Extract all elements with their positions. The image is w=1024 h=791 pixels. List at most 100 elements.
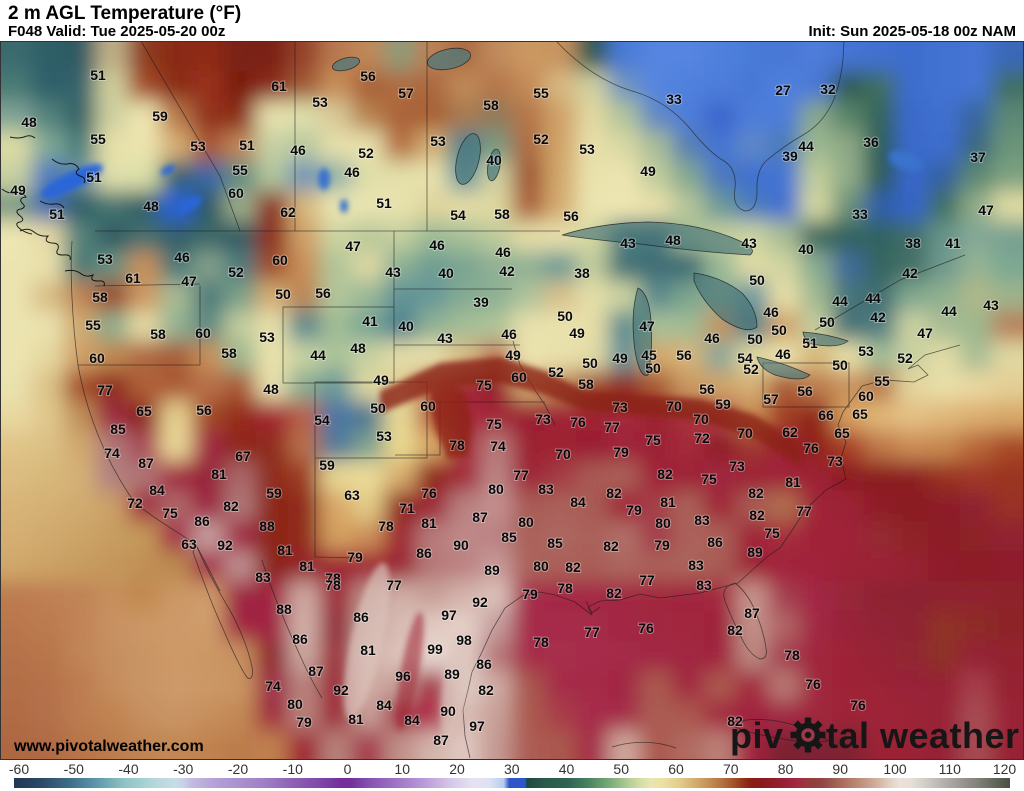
svg-text:52: 52 — [743, 361, 759, 377]
svg-text:47: 47 — [917, 325, 933, 341]
svg-text:60: 60 — [228, 185, 244, 201]
svg-text:72: 72 — [694, 430, 710, 446]
svg-text:50: 50 — [645, 360, 661, 376]
svg-text:76: 76 — [805, 676, 821, 692]
svg-text:44: 44 — [798, 138, 814, 154]
svg-text:75: 75 — [476, 377, 492, 393]
svg-text:79: 79 — [626, 502, 642, 518]
svg-text:66: 66 — [818, 407, 834, 423]
svg-text:50: 50 — [771, 322, 787, 338]
svg-text:59: 59 — [266, 485, 282, 501]
svg-text:52: 52 — [228, 264, 244, 280]
svg-text:40: 40 — [398, 318, 414, 334]
svg-text:46: 46 — [344, 164, 360, 180]
svg-text:81: 81 — [660, 494, 676, 510]
svg-text:50: 50 — [557, 308, 573, 324]
svg-text:78: 78 — [557, 580, 573, 596]
svg-text:48: 48 — [665, 232, 681, 248]
svg-text:51: 51 — [49, 206, 65, 222]
svg-text:56: 56 — [315, 285, 331, 301]
svg-text:47: 47 — [345, 238, 361, 254]
svg-text:82: 82 — [727, 622, 743, 638]
svg-text:58: 58 — [483, 97, 499, 113]
svg-text:82: 82 — [478, 682, 494, 698]
svg-text:40: 40 — [798, 241, 814, 257]
svg-text:77: 77 — [584, 624, 600, 640]
svg-text:80: 80 — [518, 514, 534, 530]
svg-text:47: 47 — [639, 318, 655, 334]
svg-text:-10: -10 — [283, 761, 303, 777]
svg-text:52: 52 — [533, 131, 549, 147]
svg-text:46: 46 — [501, 326, 517, 342]
svg-text:43: 43 — [741, 235, 757, 251]
svg-text:85: 85 — [110, 421, 126, 437]
svg-text:tal weather: tal weather — [826, 715, 1020, 756]
svg-text:56: 56 — [563, 208, 579, 224]
svg-text:86: 86 — [476, 656, 492, 672]
svg-text:87: 87 — [433, 732, 449, 748]
svg-text:51: 51 — [376, 195, 392, 211]
svg-text:71: 71 — [399, 500, 415, 516]
svg-text:82: 82 — [603, 538, 619, 554]
svg-text:58: 58 — [92, 289, 108, 305]
svg-text:76: 76 — [638, 620, 654, 636]
svg-text:62: 62 — [280, 204, 296, 220]
svg-text:33: 33 — [666, 91, 682, 107]
svg-text:56: 56 — [676, 347, 692, 363]
svg-text:52: 52 — [897, 350, 913, 366]
svg-text:70: 70 — [666, 398, 682, 414]
svg-text:63: 63 — [344, 487, 360, 503]
svg-text:56: 56 — [196, 402, 212, 418]
svg-text:44: 44 — [832, 293, 848, 309]
svg-text:55: 55 — [874, 373, 890, 389]
svg-text:39: 39 — [782, 148, 798, 164]
svg-text:53: 53 — [858, 343, 874, 359]
svg-text:50: 50 — [275, 286, 291, 302]
svg-text:41: 41 — [362, 313, 378, 329]
svg-text:36: 36 — [863, 134, 879, 150]
svg-text:58: 58 — [494, 206, 510, 222]
svg-text:42: 42 — [499, 263, 515, 279]
svg-text:82: 82 — [565, 559, 581, 575]
svg-text:72: 72 — [127, 495, 143, 511]
svg-text:51: 51 — [802, 335, 818, 351]
svg-text:77: 77 — [97, 382, 113, 398]
svg-text:32: 32 — [820, 81, 836, 97]
svg-text:54: 54 — [737, 350, 753, 366]
svg-text:58: 58 — [578, 376, 594, 392]
svg-text:81: 81 — [277, 542, 293, 558]
svg-text:81: 81 — [421, 515, 437, 531]
svg-text:75: 75 — [764, 525, 780, 541]
svg-text:86: 86 — [707, 534, 723, 550]
svg-text:60: 60 — [420, 398, 436, 414]
svg-text:88: 88 — [259, 518, 275, 534]
svg-text:78: 78 — [325, 577, 341, 593]
svg-text:77: 77 — [639, 572, 655, 588]
svg-text:55: 55 — [232, 162, 248, 178]
svg-text:85: 85 — [547, 535, 563, 551]
svg-text:88: 88 — [276, 601, 292, 617]
svg-text:59: 59 — [715, 396, 731, 412]
svg-text:79: 79 — [347, 549, 363, 565]
svg-text:76: 76 — [803, 440, 819, 456]
svg-text:39: 39 — [473, 294, 489, 310]
svg-text:58: 58 — [150, 326, 166, 342]
svg-text:55: 55 — [85, 317, 101, 333]
svg-text:piv: piv — [730, 715, 784, 756]
svg-text:82: 82 — [657, 466, 673, 482]
svg-text:78: 78 — [784, 647, 800, 663]
svg-text:60: 60 — [195, 325, 211, 341]
svg-text:86: 86 — [416, 545, 432, 561]
svg-text:87: 87 — [138, 455, 154, 471]
svg-text:62: 62 — [782, 424, 798, 440]
svg-text:53: 53 — [579, 141, 595, 157]
svg-text:27: 27 — [775, 82, 791, 98]
svg-text:57: 57 — [763, 391, 779, 407]
svg-text:49: 49 — [569, 325, 585, 341]
svg-text:48: 48 — [21, 114, 37, 130]
svg-text:92: 92 — [217, 537, 233, 553]
svg-text:82: 82 — [606, 485, 622, 501]
svg-text:87: 87 — [744, 605, 760, 621]
svg-text:92: 92 — [472, 594, 488, 610]
svg-text:83: 83 — [255, 569, 271, 585]
